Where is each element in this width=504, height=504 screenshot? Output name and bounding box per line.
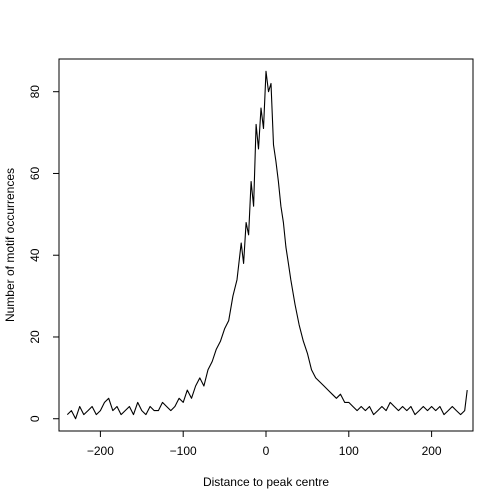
x-tick-label: −100 [170,444,197,458]
y-tick-label: 20 [28,330,42,344]
plot-frame [58,58,474,432]
x-tick-label: −200 [87,444,114,458]
y-tick-label: 40 [28,248,42,262]
y-axis: 0 20 40 60 80 [28,85,59,422]
y-tick-label: 60 [28,166,42,180]
y-axis-title: Number of motif occurrences [3,168,17,322]
series-layer [66,70,468,420]
y-tick-label: 0 [28,415,42,422]
x-axis: −200 −100 0 100 200 [87,431,442,458]
x-axis-title: Distance to peak centre [203,475,329,489]
x-tick-label: 200 [422,444,442,458]
series-line [66,70,468,420]
y-tick-label: 80 [28,85,42,99]
x-tick-label: 0 [263,444,270,458]
x-tick-label: 100 [339,444,359,458]
